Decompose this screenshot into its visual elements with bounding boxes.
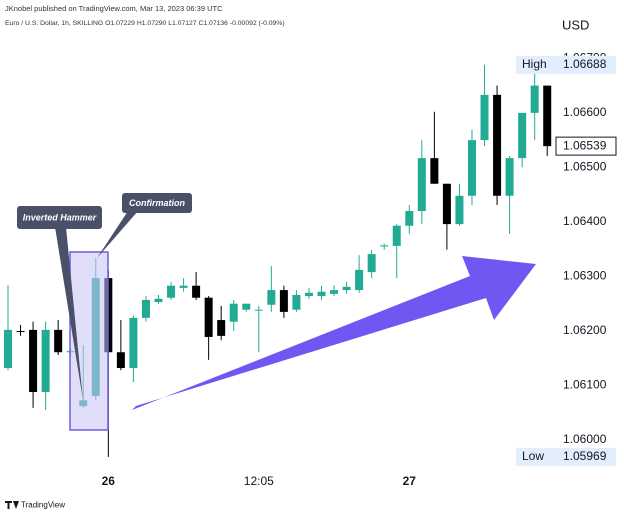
- candle-body: [367, 254, 376, 273]
- low-marker-value: 1.05969: [563, 449, 607, 463]
- candle-body: [530, 85, 539, 113]
- callout-pointer: [55, 227, 83, 400]
- x-tick-label: 27: [403, 474, 417, 488]
- candle-body: [392, 225, 401, 246]
- chart-title: Euro / U.S. Dollar, 1h, SKILLING O1.0722…: [5, 20, 285, 27]
- high-marker-box: [516, 55, 616, 74]
- y-tick-label: 1.06100: [563, 378, 607, 392]
- x-tick-label: 12:05: [244, 474, 274, 488]
- candle-body: [192, 285, 201, 298]
- trend-arrow: [132, 256, 536, 410]
- header: JKnobel published on TradingView.com, Ma…: [5, 4, 223, 13]
- candle-body: [254, 309, 263, 311]
- callout-pointer: [97, 211, 138, 258]
- candle-body: [217, 320, 226, 336]
- y-tick-label: 1.06500: [563, 160, 607, 174]
- drawings: Inverted Hammer Confirmation: [17, 193, 536, 431]
- candle-body: [16, 330, 25, 333]
- y-tick-label: 1.06400: [563, 214, 607, 228]
- candle-body: [267, 290, 276, 305]
- candle-body: [229, 303, 238, 322]
- footer-logo: TradingView: [5, 501, 65, 510]
- candle-body: [129, 317, 138, 369]
- callout-box: [17, 206, 102, 229]
- candle-body: [279, 290, 288, 312]
- candle-body: [442, 183, 451, 225]
- candle-body: [242, 303, 251, 310]
- candle-body: [29, 329, 38, 393]
- y-tick-label: 1.06000: [563, 432, 607, 446]
- candle-body: [330, 290, 339, 294]
- candle-body: [430, 158, 439, 184]
- price-axis: 1.06000 1.06100 1.06200 1.06300 1.06400 1.065…: [516, 51, 617, 466]
- candle-body: [141, 299, 150, 318]
- footer-text: TradingView: [21, 501, 65, 510]
- candle-body: [292, 294, 301, 310]
- candle-body: [505, 158, 514, 196]
- highlight-box: [69, 251, 109, 431]
- high-marker-value: 1.06688: [563, 57, 607, 71]
- last-price-box: [555, 136, 617, 156]
- candle-body: [342, 286, 351, 291]
- annotation-text: Inverted Hammer: [23, 212, 97, 222]
- callout-box: [122, 193, 192, 213]
- currency-label: USD: [562, 17, 589, 32]
- low-marker-label: Low: [522, 449, 544, 463]
- candle-body: [417, 158, 426, 212]
- annotation-text: Confirmation: [129, 198, 185, 208]
- candle-body: [355, 269, 364, 291]
- candle-body: [154, 298, 163, 303]
- candle-body: [405, 211, 414, 226]
- logo-icon: [5, 501, 19, 509]
- candle-body: [116, 352, 125, 369]
- last-price-value: 1.06539: [563, 138, 607, 152]
- candle-body: [480, 94, 489, 141]
- candle-body: [317, 291, 326, 297]
- candle-body: [304, 292, 313, 297]
- y-tick-label: 1.06300: [563, 269, 607, 283]
- y-tick-label: 1.06200: [563, 323, 607, 337]
- candle-body: [543, 85, 552, 147]
- candle-body: [380, 245, 389, 247]
- candle-body: [467, 140, 476, 196]
- candle-body: [493, 94, 502, 196]
- candle-body: [4, 329, 12, 369]
- x-tick-label: 26: [102, 474, 116, 488]
- candle-body: [54, 329, 63, 353]
- candle-body: [41, 329, 50, 393]
- low-marker-box: [516, 447, 616, 466]
- high-marker-label: High: [522, 57, 547, 71]
- y-tick-label: 1.06600: [563, 105, 607, 119]
- candle-body: [518, 112, 527, 159]
- candle-body: [167, 285, 176, 298]
- candle-body: [179, 285, 188, 288]
- candle-body: [204, 297, 213, 337]
- candle-body: [455, 195, 464, 225]
